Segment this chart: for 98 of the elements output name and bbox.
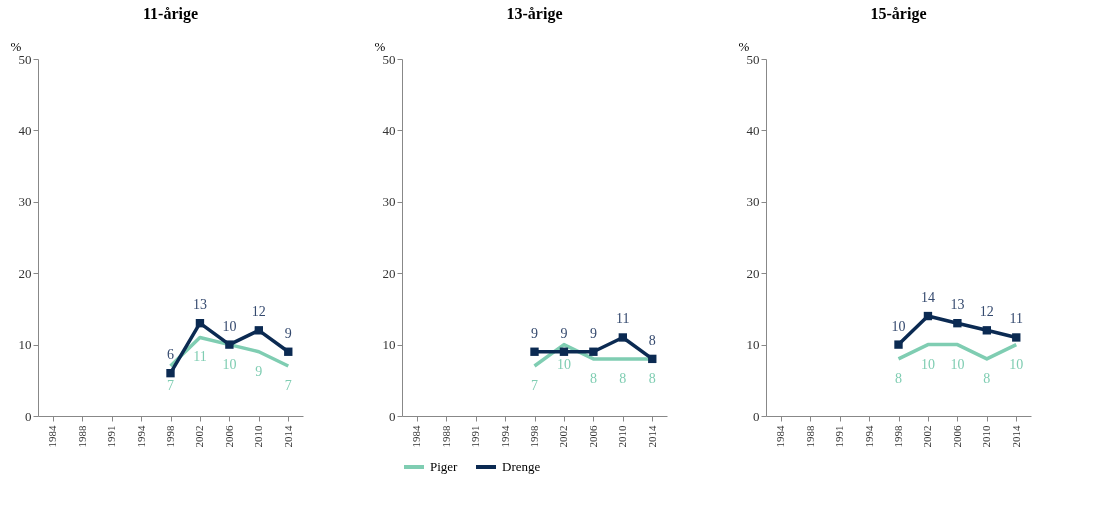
x-tick-label: 1998 (892, 425, 904, 448)
point (589, 347, 598, 356)
y-tick-label: 10 (382, 337, 396, 353)
y-axis-title: % (374, 38, 386, 54)
data-label: 10 (222, 318, 237, 334)
y-tick-label: 20 (382, 265, 396, 281)
chart-title: 11-årige (142, 5, 199, 23)
x-tick-label: 2006 (586, 425, 599, 448)
x-tick-label: 2014 (1009, 425, 1022, 448)
y-tick-label: 30 (746, 194, 760, 210)
y-tick-label: 0 (753, 408, 760, 424)
data-label: 9 (589, 325, 597, 341)
data-label: 10 (1009, 356, 1024, 372)
data-label: 8 (619, 370, 627, 386)
data-label: 7 (167, 378, 174, 394)
data-label: 9 (255, 363, 263, 379)
point (648, 354, 657, 364)
point (894, 340, 903, 349)
y-tick-label: 40 (382, 122, 396, 138)
data-label: 11 (193, 349, 207, 365)
y-tick-label: 30 (382, 194, 396, 210)
point (254, 326, 264, 335)
data-label: 10 (950, 356, 965, 372)
y-axis-title: % (738, 38, 750, 54)
data-label: 8 (589, 370, 597, 386)
data-label: 7 (284, 378, 292, 394)
y-tick-label: 10 (746, 337, 760, 353)
x-tick-label: 1984 (46, 425, 59, 448)
data-label: 9 (560, 325, 568, 341)
y-tick-label: 40 (746, 122, 760, 138)
data-label: 8 (895, 370, 902, 386)
point (530, 347, 539, 356)
legend-label: Drenge (502, 459, 541, 474)
point (225, 340, 234, 349)
x-tick-label: 1994 (134, 425, 147, 448)
x-tick-label: 1994 (498, 425, 511, 448)
y-tick-label: 0 (389, 408, 396, 424)
y-tick-label: 30 (18, 194, 32, 210)
data-label: 10 (556, 356, 571, 372)
x-tick-label: 2006 (222, 425, 235, 448)
x-tick-label: 1984 (774, 425, 787, 448)
data-label: 14 (920, 290, 935, 306)
legend-label: Piger (430, 459, 459, 474)
point (166, 368, 175, 378)
data-label: 6 (167, 347, 174, 363)
y-axis-title: % (10, 38, 22, 54)
chart-title: 13-årige (506, 5, 563, 23)
data-label: 10 (920, 356, 935, 372)
x-tick-label: 1994 (862, 425, 875, 448)
point (195, 319, 205, 328)
x-tick-label: 2014 (281, 425, 294, 448)
x-tick-label: 2002 (921, 425, 934, 448)
data-label: 13 (192, 297, 207, 313)
x-tick-label: 2010 (980, 425, 993, 448)
data-label: 13 (950, 297, 965, 313)
point (1012, 333, 1021, 342)
y-tick-label: 20 (746, 265, 760, 281)
data-label: 12 (979, 304, 994, 320)
data-label: 12 (251, 304, 266, 320)
x-tick-label: 1991 (105, 425, 118, 448)
point (953, 319, 962, 328)
x-tick-label: 2002 (557, 425, 570, 448)
y-tick-label: 0 (25, 408, 32, 424)
x-tick-label: 1998 (528, 425, 540, 448)
point (982, 326, 992, 335)
x-tick-label: 1991 (833, 425, 846, 448)
y-tick-label: 50 (18, 51, 32, 67)
y-tick-label: 10 (18, 337, 32, 353)
y-tick-label: 50 (382, 51, 396, 67)
x-tick-label: 1988 (803, 425, 816, 448)
point (618, 333, 628, 342)
data-label: 11 (616, 311, 630, 327)
data-label: 8 (983, 370, 991, 386)
data-label: 8 (648, 332, 656, 348)
x-tick-label: 2010 (252, 425, 265, 448)
y-tick-label: 50 (746, 51, 760, 67)
y-tick-label: 40 (18, 122, 32, 138)
data-label: 9 (531, 325, 538, 341)
point (284, 347, 293, 356)
x-tick-label: 1991 (469, 425, 482, 448)
point (923, 311, 933, 321)
data-label: 9 (284, 325, 292, 341)
x-tick-label: 1988 (439, 425, 452, 448)
data-label: 10 (222, 356, 237, 372)
x-tick-label: 2006 (950, 425, 963, 448)
data-label: 7 (531, 378, 538, 394)
chart-title: 15-årige (870, 5, 927, 23)
y-tick-label: 20 (18, 265, 32, 281)
data-label: 10 (891, 318, 906, 334)
x-tick-label: 2002 (193, 425, 206, 448)
x-tick-label: 1998 (164, 425, 176, 448)
data-label: 11 (1009, 311, 1024, 327)
x-tick-label: 2014 (645, 425, 658, 448)
data-label: 8 (648, 370, 656, 386)
x-tick-label: 1984 (410, 425, 423, 448)
x-tick-label: 2010 (616, 425, 629, 448)
point (559, 347, 569, 356)
x-tick-label: 1988 (75, 425, 88, 448)
